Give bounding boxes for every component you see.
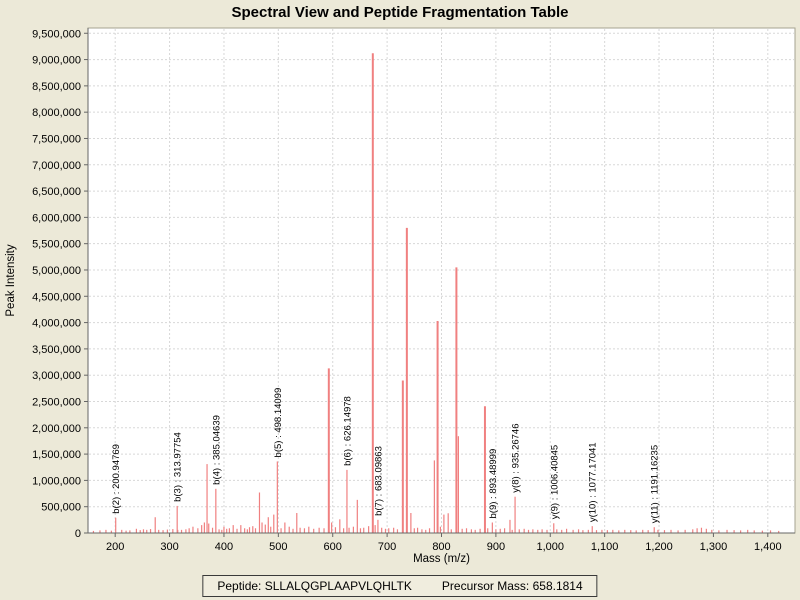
fragment-ion-label: y(9) : 1006.40845 (549, 445, 560, 519)
x-tick-label: 700 (378, 541, 396, 553)
x-tick-label: 500 (269, 541, 287, 553)
y-tick-label: 6,000,000 (32, 212, 81, 224)
x-tick-label: 1,300 (700, 541, 728, 553)
y-tick-label: 9,500,000 (32, 28, 81, 40)
x-axis-title: Mass (m/z) (413, 553, 470, 565)
fragment-ion-label: y(10) : 1077.17041 (588, 442, 599, 522)
x-tick-label: 300 (160, 541, 178, 553)
fragment-ion-label: b(4) : 385.04639 (211, 415, 222, 485)
precursor-mass-label: Precursor Mass: 658.1814 (441, 579, 583, 593)
chart-title: Spectral View and Peptide Fragmentation … (231, 4, 569, 21)
fragment-ion-label: b(7) : 683.09863 (373, 446, 384, 516)
x-tick-label: 1,400 (754, 541, 782, 553)
fragment-ion-label: y(8) : 935.26746 (511, 424, 522, 493)
y-tick-label: 8,000,000 (32, 107, 81, 119)
fragment-ion-label: y(11) : 1191.16235 (650, 445, 661, 523)
y-tick-label: 7,500,000 (32, 133, 81, 145)
fragment-ion-label: b(9) : 893.48999 (488, 449, 499, 519)
y-tick-label: 5,500,000 (32, 239, 81, 251)
x-tick-label: 200 (106, 541, 124, 553)
y-tick-label: 2,000,000 (32, 423, 81, 435)
y-tick-label: 8,500,000 (32, 81, 81, 93)
y-tick-label: 5,000,000 (32, 265, 81, 277)
x-tick-label: 1,100 (591, 541, 619, 553)
x-tick-label: 1,200 (645, 541, 673, 553)
y-tick-label: 3,500,000 (32, 344, 81, 356)
peptide-sequence-label: Peptide: SLLALQGPLAAPVLQHLTK (217, 579, 412, 593)
y-axis-title: Peak Intensity (5, 244, 17, 316)
x-tick-label: 800 (432, 541, 450, 553)
y-tick-label: 4,500,000 (32, 291, 81, 303)
y-tick-label: 3,000,000 (32, 370, 81, 382)
y-tick-label: 2,500,000 (32, 396, 81, 408)
fragment-ion-label: b(5) : 498.14099 (273, 388, 284, 458)
y-tick-label: 0 (75, 528, 81, 540)
x-tick-label: 600 (324, 541, 342, 553)
fragment-ion-label: b(6) : 626.14978 (342, 396, 353, 466)
y-tick-label: 1,000,000 (32, 475, 81, 487)
x-tick-label: 900 (487, 541, 505, 553)
y-tick-label: 4,000,000 (32, 318, 81, 330)
peptide-info-box: Peptide: SLLALQGPLAAPVLQHLTK Precursor Ma… (202, 575, 598, 597)
fragment-ion-label: b(3) : 313.97754 (173, 432, 184, 502)
x-tick-label: 400 (215, 541, 233, 553)
fragment-ion-label: b(2) : 200.94769 (111, 444, 122, 514)
y-tick-label: 7,000,000 (32, 160, 81, 172)
y-tick-label: 6,500,000 (32, 186, 81, 198)
y-tick-label: 1,500,000 (32, 449, 81, 461)
x-tick-label: 1,000 (537, 541, 565, 553)
y-tick-label: 9,000,000 (32, 55, 81, 67)
y-tick-label: 500,000 (41, 502, 81, 514)
